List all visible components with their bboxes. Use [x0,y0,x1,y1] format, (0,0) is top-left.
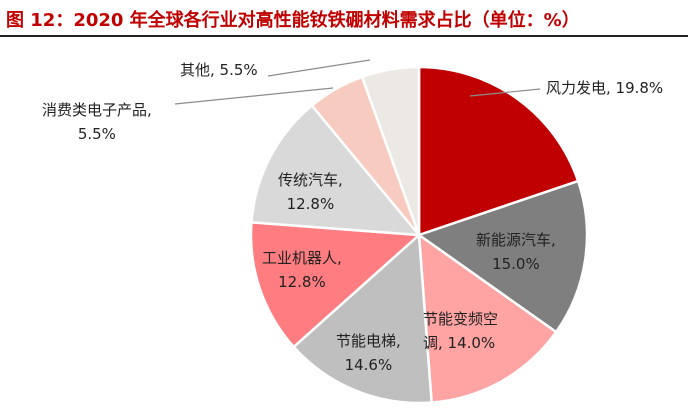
leader-line [469,88,541,97]
label-nev: 新能源汽车, 15.0% [476,228,556,276]
pie-slice [291,232,433,405]
label-ac: 节能变频空 调, 14.0% [423,307,498,355]
pie-slice [416,179,589,334]
pie-slice [417,232,558,404]
label-text: 节能变频空 [423,310,499,328]
leader-line [267,59,371,77]
leader-line [174,87,334,105]
label-elevator: 节能电梯, 14.6% [336,329,401,377]
label-robot: 工业机器人, 12.8% [262,246,342,294]
label-other: 其他, 5.5% [180,58,258,82]
label-car: 传统汽车, 12.8% [278,168,343,216]
pie-slice [417,65,580,237]
pie-slice [360,65,421,236]
label-value: 调, 14.0% [423,334,496,352]
label-value: 12.8% [286,195,335,213]
label-text: 风力发电, 19.8% [546,79,664,97]
pie-slice [250,103,422,237]
label-text: 其他, 5.5% [180,61,258,79]
pie-slice [249,221,423,349]
label-consumer: 消费类电子产品, 5.5% [42,98,152,146]
label-text: 新能源汽车, [476,231,556,249]
label-text: 消费类电子产品, [42,101,152,119]
label-value: 15.0% [492,255,540,273]
figure-title: 图 12：2020 年全球各行业对高性能钕铁硼材料需求占比（单位：%） [6,10,580,31]
label-value: 14.6% [344,356,393,374]
label-text: 节能电梯, [336,332,401,350]
label-text: 工业机器人, [262,249,342,267]
title-divider [0,35,688,37]
label-text: 传统汽车, [278,171,343,189]
label-wind: 风力发电, 19.8% [546,76,663,100]
label-value: 12.8% [278,273,326,291]
label-value: 5.5% [77,125,116,143]
